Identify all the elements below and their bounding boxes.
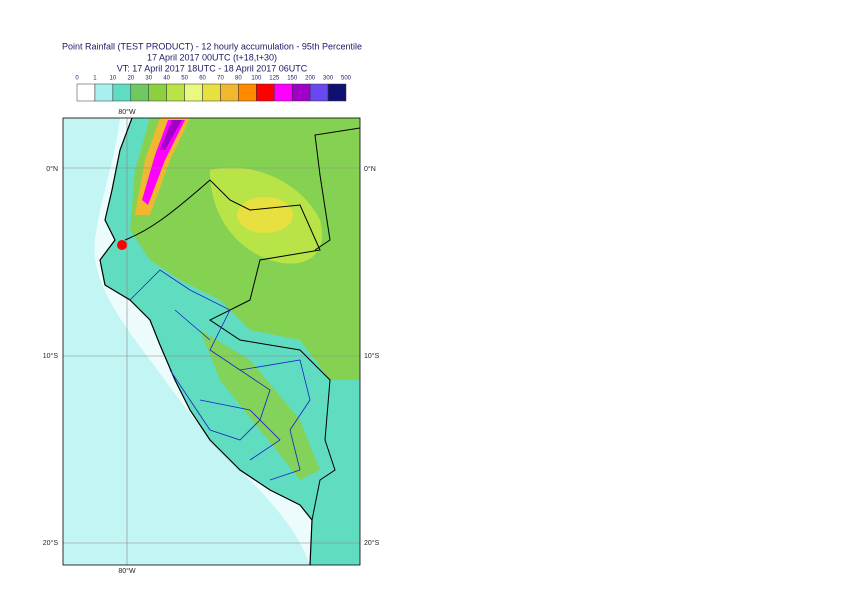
country-border	[124, 127, 360, 521]
lat-label: 10°S	[43, 352, 59, 360]
lon-label: 80°W	[118, 108, 136, 116]
colorbar-label: 40	[163, 76, 170, 82]
subtitle: 17 April 2017 00UTC (t+18,t+30)	[147, 52, 277, 62]
colorbar-swatch	[220, 83, 239, 102]
colorbar-swatch	[291, 83, 311, 102]
title: Point Rainfall (TEST PRODUCT) - 12 hourl…	[62, 41, 362, 51]
lat-label: 20°S	[364, 539, 380, 547]
rain-area	[130, 118, 360, 380]
rain-core	[117, 240, 127, 250]
colorbar-label: 150	[287, 76, 298, 82]
colorbar-label: 300	[323, 76, 334, 82]
colorbar-swatch	[327, 83, 347, 102]
subtitle: VT: 17 April 2017 18UTC - 18 April 2017 …	[117, 63, 308, 73]
colorbar-swatch	[130, 83, 149, 102]
colorbar-label: 30	[145, 76, 152, 82]
coastline	[99, 118, 313, 565]
colorbar-label: 100	[251, 76, 262, 82]
colorbar-swatch	[256, 83, 275, 102]
colorbar-label: 10	[110, 76, 117, 82]
colorbar-swatch	[94, 83, 114, 102]
colorbar-swatch	[309, 83, 329, 102]
colorbar-label: 200	[305, 76, 316, 82]
colorbar-swatch	[274, 83, 293, 102]
map-frame	[62, 117, 361, 566]
colorbar-swatch	[238, 83, 257, 102]
colorbar-swatch	[202, 83, 221, 102]
colorbar-swatch	[184, 83, 203, 102]
colorbar-label: 60	[199, 76, 206, 82]
lat-label: 0°N	[364, 165, 376, 173]
colorbar: 0 1 10 20 30 40 50 60 70 80 100 125 150 200 300 500	[75, 76, 352, 102]
lon-label: 80°W	[118, 567, 136, 575]
colorbar-label: 125	[269, 76, 280, 82]
colorbar-label: 1	[93, 76, 97, 82]
colorbar-swatch	[148, 83, 167, 102]
colorbar-label: 80	[235, 76, 242, 82]
rain-core	[160, 120, 182, 150]
rain-core	[142, 120, 185, 205]
colorbar-label: 500	[341, 76, 352, 82]
lat-label: 20°S	[43, 539, 59, 547]
colorbar-label: 70	[217, 76, 224, 82]
rain-area	[200, 330, 320, 480]
colorbar-label: 20	[127, 76, 134, 82]
lat-label: 0°N	[46, 165, 58, 173]
ocean-rain	[63, 118, 310, 565]
title-block: Point Rainfall (TEST PRODUCT) - 12 hourl…	[62, 41, 362, 73]
lat-label: 10°S	[364, 352, 380, 360]
rain-area	[237, 197, 293, 233]
colorbar-label: 50	[181, 76, 188, 82]
region-border	[129, 269, 311, 481]
colorbar-label: 0	[75, 76, 79, 82]
map	[63, 118, 360, 565]
colorbar-swatch	[76, 83, 96, 102]
colorbar-swatch	[112, 83, 132, 102]
colorbar-swatch	[166, 83, 185, 102]
